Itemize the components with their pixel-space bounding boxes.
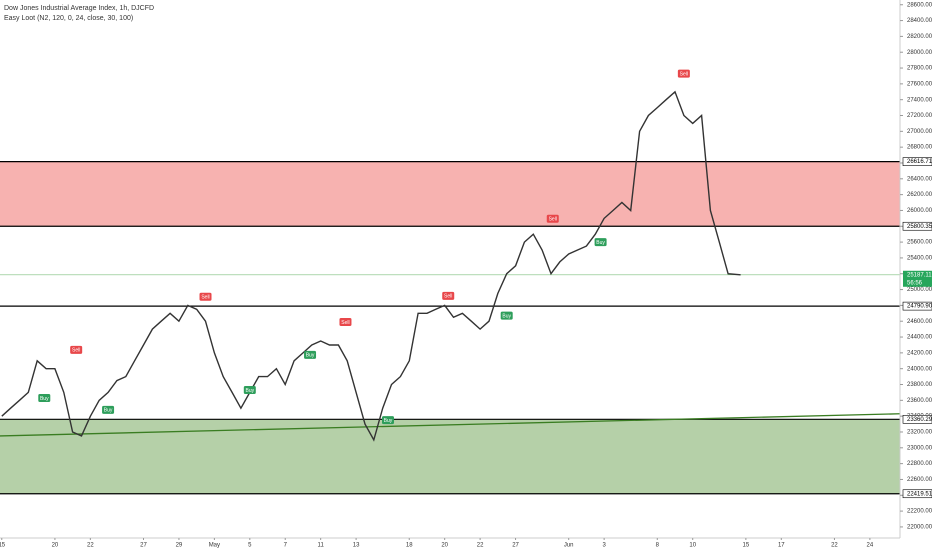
signal-text: Buy	[245, 388, 254, 394]
level-price-label: 22419.51	[907, 491, 932, 497]
y-tick-label: 28000.00	[907, 50, 932, 56]
signal-text: Buy	[40, 396, 49, 402]
indicator-name: Easy Loot (N2, 120, 0, 24, close, 30, 10…	[4, 15, 133, 22]
y-tick-label: 27800.00	[907, 66, 932, 72]
level-price-box	[902, 157, 932, 166]
signal-label	[304, 350, 317, 359]
x-tick-label: 27	[140, 543, 147, 549]
signal-label	[677, 69, 690, 78]
x-tick-label: 18	[406, 543, 413, 549]
signal-label	[339, 318, 352, 327]
signal-text: Sell	[680, 71, 688, 77]
x-tick-label: 11	[318, 543, 325, 549]
signal-text: Sell	[341, 320, 349, 326]
signal-label	[381, 416, 394, 425]
x-tick-label: 22	[477, 543, 484, 549]
x-tick-label: 22	[87, 543, 94, 549]
y-tick-label: 24400.00	[907, 335, 932, 341]
signal-label	[243, 386, 256, 395]
signal-label	[500, 311, 513, 320]
level-price-label: 25800.35	[907, 224, 932, 230]
x-tick-label: May	[209, 543, 220, 549]
y-tick-label: 23000.00	[907, 445, 932, 451]
y-tick-label: 27400.00	[907, 97, 932, 103]
y-tick-label: 24600.00	[907, 319, 932, 325]
level-price-label: 26616.71	[907, 159, 932, 165]
y-tick-label: 25400.00	[907, 256, 932, 262]
x-tick-label: 3	[602, 543, 606, 549]
level-price-box	[902, 415, 932, 424]
x-tick-label: 20	[441, 543, 448, 549]
signal-text: Sell	[72, 348, 80, 354]
x-tick-label: 15	[743, 543, 750, 549]
y-tick-label: 27000.00	[907, 129, 932, 135]
level-price-box	[902, 221, 932, 231]
signal-text: Buy	[384, 418, 393, 424]
price-line	[1, 90, 741, 442]
countdown: 56:56	[907, 280, 923, 286]
x-tick-label: 15	[0, 543, 6, 549]
signal-text: Buy	[104, 408, 113, 414]
x-tick-label: Jun	[564, 543, 574, 549]
signal-text: Sell	[444, 294, 452, 300]
y-tick-label: 25000.00	[907, 287, 932, 293]
signal-text: Buy	[596, 240, 605, 246]
x-tick-label: 24	[867, 543, 874, 549]
x-tick-label: 29	[176, 543, 183, 549]
y-tick-label: 24200.00	[907, 350, 932, 356]
signal-label	[102, 405, 115, 414]
level-price-box	[902, 489, 932, 499]
y-tick-label: 22000.00	[907, 525, 932, 531]
last-price-box	[903, 270, 932, 287]
signal-label	[546, 214, 559, 223]
x-tick-label: 20	[52, 543, 59, 549]
y-tick-label: 28200.00	[907, 34, 932, 40]
y-tick-label: 22600.00	[907, 477, 932, 483]
y-tick-label: 27600.00	[907, 81, 932, 87]
y-tick-label: 22200.00	[907, 509, 932, 515]
y-tick-label: 26200.00	[907, 192, 932, 198]
signal-text: Buy	[306, 353, 315, 359]
y-tick-label: 23800.00	[907, 382, 932, 388]
signal-label	[199, 292, 212, 301]
y-tick-label: 23200.00	[907, 430, 932, 436]
y-tick-label: 24000.00	[907, 366, 932, 372]
y-tick-label: 27200.00	[907, 113, 932, 119]
trendline	[0, 413, 901, 437]
level-price-box	[902, 301, 932, 311]
level-price-label: 23360.29	[907, 417, 932, 423]
zone	[0, 419, 900, 494]
y-tick-label: 28600.00	[907, 2, 932, 8]
signal-text: Sell	[201, 295, 209, 301]
y-tick-label: 26400.00	[907, 176, 932, 182]
last-price-label: 25187.11	[907, 272, 932, 278]
y-tick-label: 23600.00	[907, 398, 932, 404]
x-tick-label: 13	[353, 543, 360, 549]
y-tick-label: 25600.00	[907, 240, 932, 246]
y-tick-label: 26000.00	[907, 208, 932, 214]
y-tick-label: 28400.00	[907, 18, 932, 24]
x-tick-label: 27	[512, 543, 519, 549]
signal-label	[442, 291, 455, 300]
signal-text: Sell	[549, 217, 557, 223]
x-tick-label: 8	[656, 543, 660, 549]
y-tick-label: 26800.00	[907, 145, 932, 151]
x-tick-label: 10	[689, 543, 696, 549]
signal-label	[70, 345, 83, 354]
signal-text: Buy	[502, 314, 511, 320]
chart-title: Dow Jones Industrial Average Index, 1h, …	[4, 5, 154, 12]
x-tick-label: 22	[831, 543, 838, 549]
signal-label	[38, 393, 51, 402]
plot: Buy Sell Buy Sell Buy Buy Sell Buy Sell Buy Sell Bu…	[0, 69, 901, 495]
x-tick-label: 7	[284, 543, 288, 549]
level-price-label: 24790.90	[907, 304, 932, 310]
x-tick-label: 5	[248, 543, 252, 549]
zone	[0, 161, 900, 227]
x-tick-label: 17	[778, 543, 785, 549]
signal-label	[594, 238, 607, 247]
y-tick-label: 22800.00	[907, 461, 932, 467]
